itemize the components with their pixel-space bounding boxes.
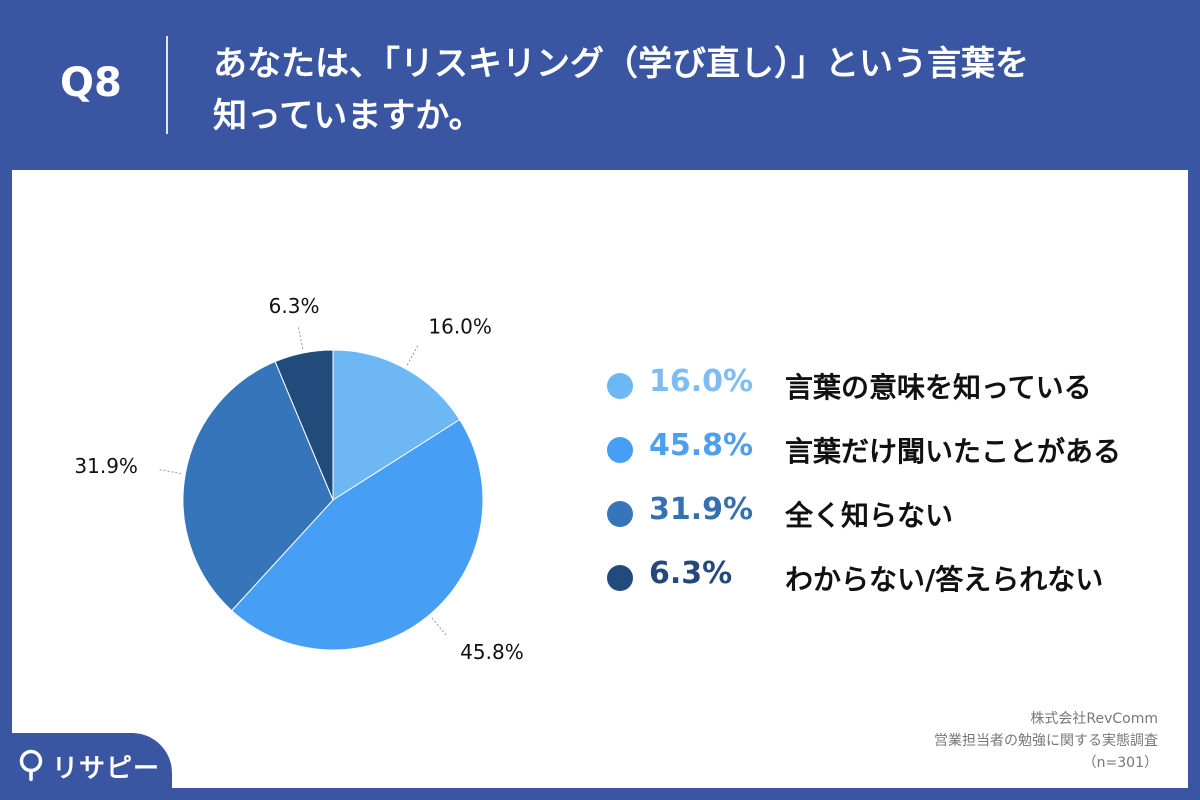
legend-dot: [607, 501, 633, 527]
slice-data-label: 6.3%: [269, 294, 320, 318]
slice-data-label: 45.8%: [460, 640, 524, 664]
legend-percent: 6.3%: [649, 556, 733, 591]
slice-data-label: 31.9%: [74, 454, 138, 478]
source-note: 株式会社RevComm 営業担当者の勉強に関する実態調査 （n=301）: [934, 708, 1158, 774]
legend-dot: [607, 373, 633, 399]
question-title-line2: 知っていますか。: [213, 96, 483, 136]
pie-slice: [230, 418, 484, 651]
legend-label: 言葉の意味を知っている: [785, 371, 1092, 404]
pie-slice: [332, 349, 461, 501]
pie-slice: [274, 349, 334, 501]
logo-tab: [0, 733, 172, 800]
question-title-line1: あなたは、「リスキリング（学び直し）」という言葉を: [213, 44, 1029, 84]
legend-item: 6.3% わからない/答えられない: [607, 552, 1177, 616]
brand-logo: リサピー: [18, 746, 160, 786]
source-company: 株式会社RevComm: [1030, 711, 1158, 727]
question-number: Q8: [60, 60, 122, 106]
legend-percent: 31.9%: [649, 492, 754, 527]
header-divider: [166, 36, 168, 134]
pin-icon: [19, 749, 43, 781]
source-sample-size: （n=301）: [1082, 755, 1158, 771]
pie-slice: [182, 360, 334, 612]
leader-line: [406, 345, 419, 366]
leader-line: [431, 617, 447, 636]
source-survey: 営業担当者の勉強に関する実態調査: [934, 733, 1158, 749]
chart-panel: 16.0% 45.8% 31.9% 6.3% 16.0% 言葉の意味を知っている 45.8…: [12, 170, 1188, 788]
legend-item: 31.9% 全く知らない: [607, 488, 1177, 552]
pie-chart: 16.0% 45.8% 31.9% 6.3%: [74, 294, 524, 664]
logo-text: リサピー: [52, 753, 161, 784]
legend: 16.0% 言葉の意味を知っている 45.8% 言葉だけ聞いたことがある 31.9% 全く…: [607, 360, 1177, 616]
leader-line: [297, 327, 304, 350]
legend-label: 全く知らない: [785, 499, 954, 532]
legend-item: 16.0% 言葉の意味を知っている: [607, 360, 1177, 424]
legend-percent: 45.8%: [649, 428, 754, 463]
legend-percent: 16.0%: [649, 364, 754, 399]
legend-item: 45.8% 言葉だけ聞いたことがある: [607, 424, 1177, 488]
legend-label: わからない/答えられない: [785, 563, 1104, 596]
question-title: あなたは、「リスキリング（学び直し）」という言葉を 知っていますか。: [213, 38, 1173, 142]
leader-line: [159, 469, 182, 475]
legend-label: 言葉だけ聞いたことがある: [785, 435, 1122, 468]
legend-dot: [607, 565, 633, 591]
slice-data-label: 16.0%: [428, 314, 492, 338]
header: Q8 あなたは、「リスキリング（学び直し）」という言葉を 知っていますか。: [0, 0, 1200, 170]
legend-dot: [607, 437, 633, 463]
